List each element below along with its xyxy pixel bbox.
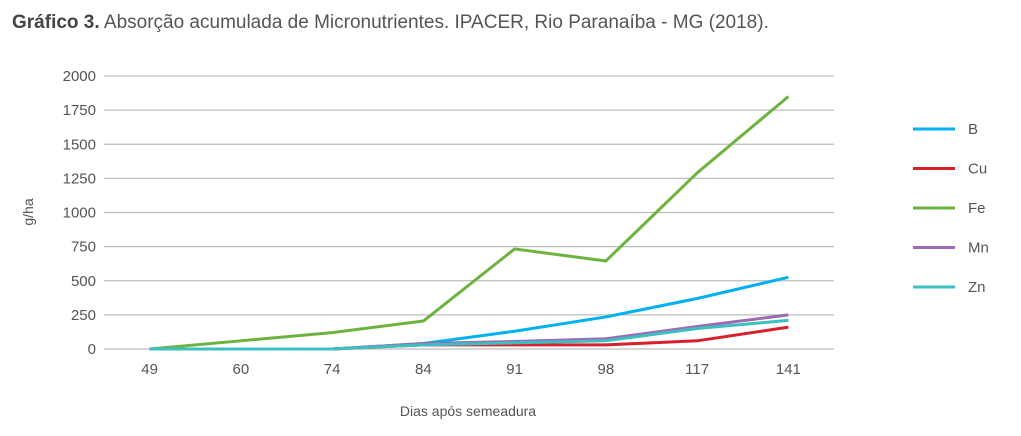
x-axis-label: Dias após semeadura [400,403,536,419]
y-axis-label: g/ha [20,198,36,225]
legend-label: B [968,121,978,138]
x-tick-label: 141 [776,361,801,378]
y-tick-label: 0 [88,341,96,358]
y-tick-label: 750 [71,239,96,256]
y-tick-label: 2000 [63,68,96,85]
y-tick-label: 1750 [63,102,96,119]
title-text: Absorção acumulada de Micronutrientes. I… [103,12,769,33]
y-tick-label: 250 [71,307,96,324]
legend-label: Zn [968,279,986,296]
legend-label: Mn [968,240,989,257]
x-tick-label: 84 [415,361,432,378]
series-line-fe [149,95,790,351]
x-tick-label: 98 [598,361,615,378]
x-tick-label: 91 [506,361,523,378]
y-tick-label: 1250 [63,170,96,187]
x-tick-label: 49 [141,361,158,378]
y-tick-label: 1000 [63,205,96,222]
series-line-b [149,275,789,351]
chart-title: Gráfico 3. Absorção acumulada de Micronu… [12,12,769,34]
x-tick-label: 60 [233,361,250,378]
legend-label: Fe [968,200,986,217]
legend-label: Cu [968,161,987,178]
x-tick-label: 117 [685,361,709,378]
x-tick-label: 74 [324,361,341,378]
y-tick-label: 500 [71,273,96,290]
y-tick-label: 1500 [63,136,96,153]
title-label: Gráfico 3. [12,12,100,33]
series-line-zn [149,318,789,351]
